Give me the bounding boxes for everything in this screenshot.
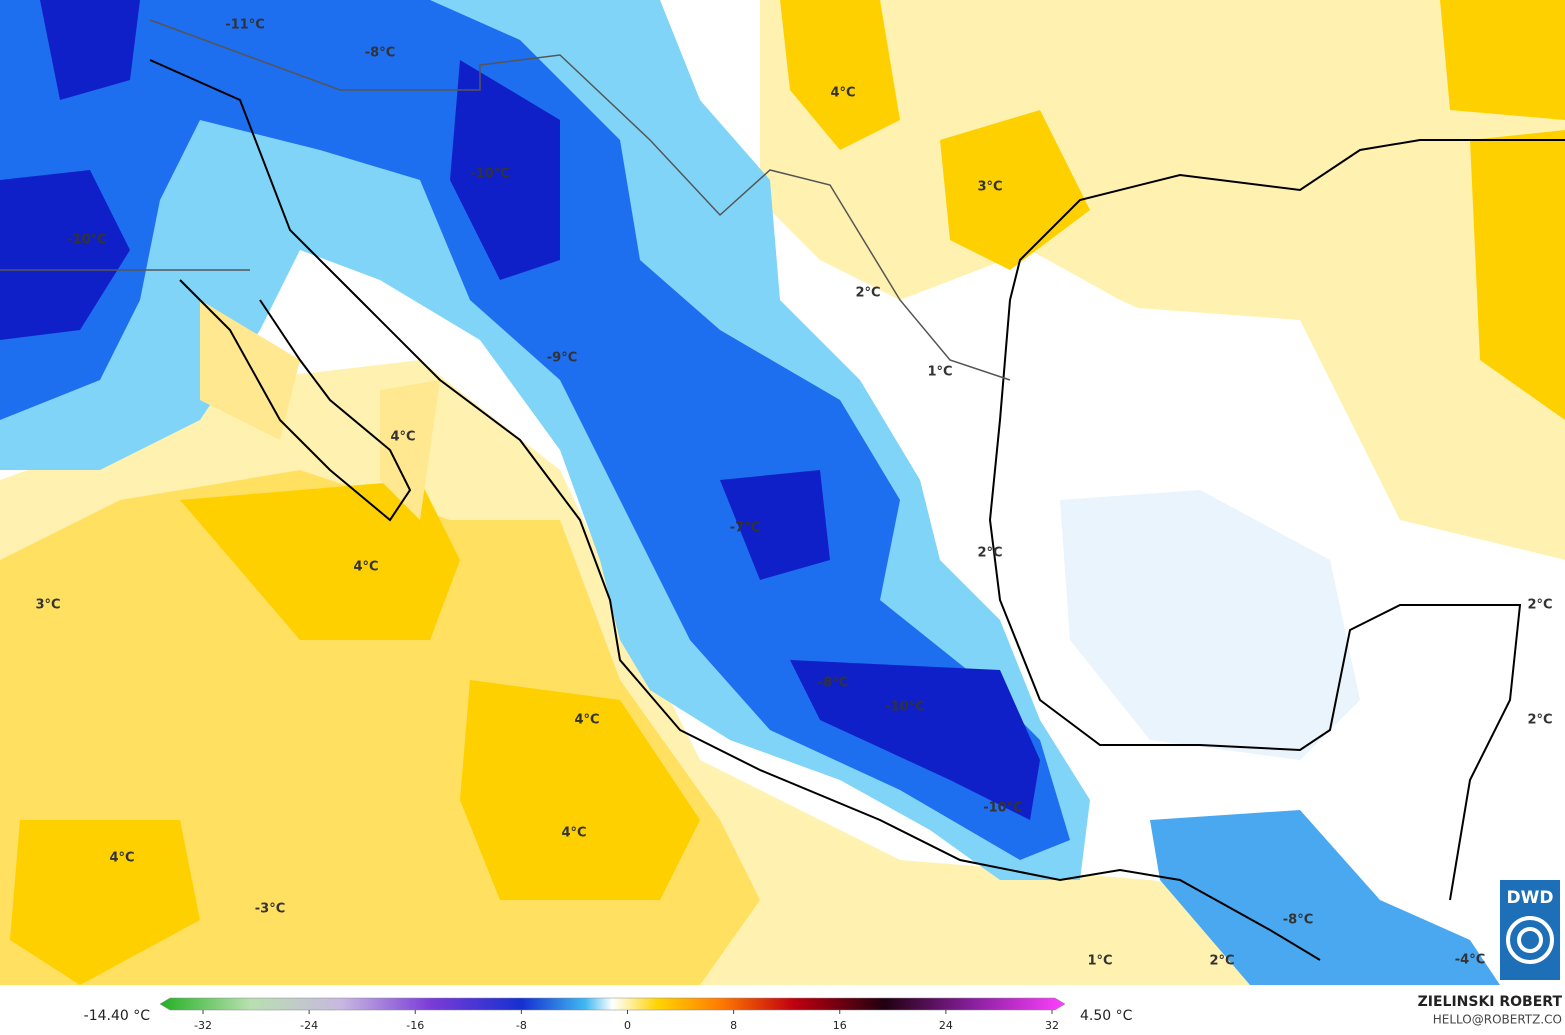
temperature-label: 4°C <box>574 713 599 728</box>
temperature-label: 4°C <box>390 430 415 445</box>
temperature-label: -8°C <box>1283 913 1313 928</box>
temperature-label: 1°C <box>927 365 952 380</box>
area-warm <box>200 300 440 520</box>
colorbar-tick-label: 0 <box>624 1019 631 1032</box>
colorbar-tick-label: 24 <box>939 1019 953 1032</box>
colorbar-bar <box>159 997 1066 1011</box>
temperature-label: 3°C <box>35 598 60 613</box>
email: HELLO@ROBERTZ.CO <box>1433 1013 1562 1027</box>
colorbar-tick-label: -32 <box>194 1019 212 1032</box>
temperature-label: 3°C <box>977 180 1002 195</box>
colorbar-tick-label: -24 <box>300 1019 318 1032</box>
temperature-label: -10°C <box>67 233 107 248</box>
colorbar-min: -14.40 °C <box>84 1008 151 1024</box>
colorbar-tick-label: 32 <box>1045 1019 1059 1032</box>
area-colder <box>0 0 1070 860</box>
area-coldest <box>0 0 1360 970</box>
logo-swirl <box>1506 916 1554 964</box>
area-cold <box>1150 810 1500 985</box>
temperature-label: -7°C <box>730 521 760 536</box>
temperature-label: -9°C <box>547 351 577 366</box>
coastline <box>149 59 1565 961</box>
area-warmer <box>10 480 700 985</box>
temperature-label: 2°C <box>1209 954 1234 969</box>
area-warmer <box>780 0 1565 420</box>
temperature-label: -8°C <box>365 46 395 61</box>
colorbar: -14.40 °C 4.50 °C -32 -24 -16 -8 0 8 16 24 32 <box>84 997 1133 1032</box>
colorbar-max: 4.50 °C <box>1080 1008 1133 1024</box>
logo: DWD <box>1500 880 1560 980</box>
border <box>0 19 1011 381</box>
temperature-label: 4°C <box>561 826 586 841</box>
colorbar-tick-label: 16 <box>833 1019 847 1032</box>
map: -11°C -8°C -10°C -10°C 4°C 3°C 2°C 1°C -9°C 4°C -7… <box>0 0 1565 985</box>
logo-swirl <box>1517 927 1543 953</box>
temperature-label: 2°C <box>977 546 1002 561</box>
temperature-label: -10°C <box>885 700 925 715</box>
temperature-label: 4°C <box>109 851 134 866</box>
temperature-label: -4°C <box>1455 953 1485 968</box>
map-labels: -11°C -8°C -10°C -10°C 4°C 3°C 2°C 1°C -9°C 4°C -7… <box>35 18 1552 969</box>
area-cool <box>1060 490 1360 760</box>
colorbar-tick-label: -8 <box>516 1019 527 1032</box>
colorbar-tick-label: -16 <box>406 1019 424 1032</box>
author: ZIELINSKI ROBERT <box>1418 994 1563 1010</box>
colorbar-tick-label: 8 <box>730 1019 737 1032</box>
temperature-label: 4°C <box>353 560 378 575</box>
temperature-label: 1°C <box>1087 954 1112 969</box>
temperature-label: -8°C <box>818 676 848 691</box>
temperature-label: 2°C <box>1527 713 1552 728</box>
temperature-label: -10°C <box>470 167 510 182</box>
logo-text: DWD <box>1507 888 1554 908</box>
temperature-label: 2°C <box>855 286 880 301</box>
temperature-label: 2°C <box>1527 598 1552 613</box>
temperature-label: -10°C <box>983 801 1023 816</box>
temperature-label: -11°C <box>225 18 265 33</box>
temperature-label: -3°C <box>255 902 285 917</box>
temperature-label: 4°C <box>830 86 855 101</box>
